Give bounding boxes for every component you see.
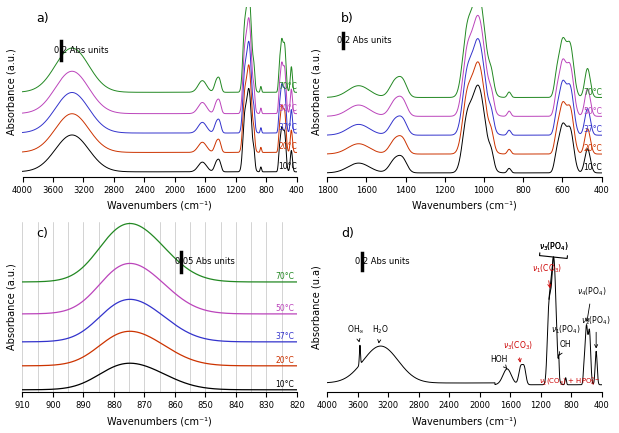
Text: $\nu_1$(CO$_3$): $\nu_1$(CO$_3$) [532, 263, 562, 288]
Y-axis label: Absorbance (u.a): Absorbance (u.a) [312, 265, 322, 349]
Text: H$_2$O: H$_2$O [372, 323, 389, 343]
Text: $\nu_3$(CO$_3$): $\nu_3$(CO$_3$) [503, 340, 533, 362]
Text: OH: OH [560, 340, 571, 355]
Text: 50°C: 50°C [275, 304, 294, 313]
X-axis label: Wavenumbers (cm⁻¹): Wavenumbers (cm⁻¹) [107, 416, 212, 426]
Text: 50°C: 50°C [583, 107, 602, 116]
Y-axis label: Absorbance (a.u.): Absorbance (a.u.) [7, 264, 17, 350]
Text: 10°C: 10°C [583, 163, 602, 172]
Text: 70°C: 70°C [278, 82, 297, 91]
Text: $\nu_2$(CO$_3$) + HPO$_4^{2-}$: $\nu_2$(CO$_3$) + HPO$_4^{2-}$ [539, 376, 600, 389]
Text: 10°C: 10°C [279, 162, 297, 171]
Text: 70°C: 70°C [583, 87, 602, 97]
Text: 37°C: 37°C [583, 126, 602, 134]
Text: OH$_\infty$: OH$_\infty$ [347, 323, 365, 342]
Text: 20°C: 20°C [583, 144, 602, 153]
Text: $\nu_4$(PO$_4$): $\nu_4$(PO$_4$) [577, 286, 607, 321]
Text: 0.2 Abs units: 0.2 Abs units [355, 257, 410, 266]
Text: 37°C: 37°C [275, 332, 294, 341]
Text: $\nu_3$(PO$_4$): $\nu_3$(PO$_4$) [539, 241, 568, 253]
Text: HOH: HOH [490, 355, 508, 368]
Text: b): b) [341, 12, 353, 25]
Text: $\nu_1$(PO$_4$): $\nu_1$(PO$_4$) [551, 324, 580, 336]
Text: $\nu_2$(PO$_4$): $\nu_2$(PO$_4$) [581, 314, 611, 348]
Text: c): c) [37, 227, 48, 240]
X-axis label: Wavenumbers (cm⁻¹): Wavenumbers (cm⁻¹) [412, 201, 517, 211]
X-axis label: Wavenumbers (cm⁻¹): Wavenumbers (cm⁻¹) [412, 416, 517, 426]
Text: 0.2 Abs units: 0.2 Abs units [54, 46, 108, 55]
Text: 50°C: 50°C [278, 103, 297, 113]
Text: 0.2 Abs units: 0.2 Abs units [337, 36, 392, 45]
Text: 70°C: 70°C [275, 272, 294, 281]
Text: 20°C: 20°C [275, 355, 294, 365]
Text: 20°C: 20°C [279, 142, 297, 152]
Text: 37°C: 37°C [278, 123, 297, 132]
Y-axis label: Absorbance (a.u.): Absorbance (a.u.) [7, 48, 17, 135]
Text: 0.05 Abs units: 0.05 Abs units [175, 258, 235, 266]
Text: a): a) [37, 12, 49, 25]
X-axis label: Wavenumbers (cm⁻¹): Wavenumbers (cm⁻¹) [107, 201, 212, 211]
Y-axis label: Absorbance (a.u.): Absorbance (a.u.) [312, 48, 322, 135]
Text: d): d) [341, 227, 354, 240]
Text: 10°C: 10°C [275, 380, 294, 388]
Text: $\nu_3$(PO$_4$): $\nu_3$(PO$_4$) [539, 240, 568, 252]
